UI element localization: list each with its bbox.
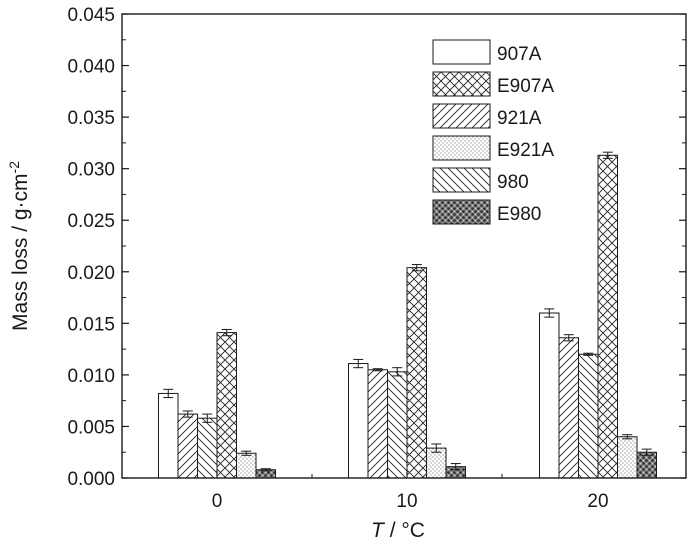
y-tick-label: 0.010 (67, 366, 115, 387)
y-tick-label: 0.045 (67, 5, 115, 26)
legend-label-921A: 921A (497, 108, 542, 129)
y-tick-label: 0.035 (67, 108, 115, 129)
bar-E921A-20 (617, 436, 638, 479)
bar-921A-10 (367, 369, 388, 479)
bar-E907A-20 (597, 154, 618, 479)
bars-group (158, 154, 657, 479)
x-axis-title: T / °C (371, 519, 425, 542)
legend-swatch-980 (432, 167, 491, 193)
y-tick-label: 0.015 (67, 314, 115, 335)
bar-907A-0 (158, 392, 179, 479)
bar-921A-0 (177, 413, 198, 479)
y-tick-label: 0.000 (67, 469, 115, 490)
y-tick-label: 0.030 (67, 160, 115, 181)
legend-swatch-921A (432, 103, 491, 129)
y-tick-label: 0.025 (67, 211, 115, 232)
bar-980-10 (387, 371, 408, 479)
y-axis-title: Mass loss / g·cm-2 (6, 161, 32, 331)
axes-group: 0.000 0.005 0.010 0.015 0.020 0.025 0.030 0.035… (67, 5, 687, 512)
bar-907A-20 (539, 312, 560, 479)
bar-980-0 (197, 417, 218, 479)
x-tick-label: 10 (396, 491, 417, 512)
x-tick-label: 20 (587, 491, 608, 512)
legend: 907A E907A 921A E921A 980 E980 (432, 39, 554, 225)
y-tick-label: 0.040 (67, 57, 115, 78)
bar-E907A-10 (406, 267, 427, 479)
x-tick-label: 0 (212, 491, 223, 512)
legend-label-E980: E980 (497, 204, 541, 225)
legend-swatch-E980 (432, 199, 491, 225)
legend-swatch-E921A (432, 135, 491, 161)
bar-921A-20 (558, 337, 579, 479)
legend-label-907A: 907A (497, 44, 542, 65)
legend-swatch-907A (432, 39, 491, 65)
legend-label-E907A: E907A (497, 76, 554, 97)
bar-E921A-0 (236, 452, 257, 479)
legend-label-980: 980 (497, 172, 529, 193)
legend-swatch-E907A (432, 71, 491, 97)
y-tick-label: 0.005 (67, 417, 115, 438)
bar-E907A-0 (216, 332, 237, 479)
bar-980-20 (578, 353, 599, 479)
y-tick-label: 0.020 (67, 263, 115, 284)
legend-label-E921A: E921A (497, 140, 554, 161)
bar-907A-10 (348, 363, 369, 479)
error-bars-group (163, 151, 652, 472)
bar-E980-20 (636, 451, 657, 479)
